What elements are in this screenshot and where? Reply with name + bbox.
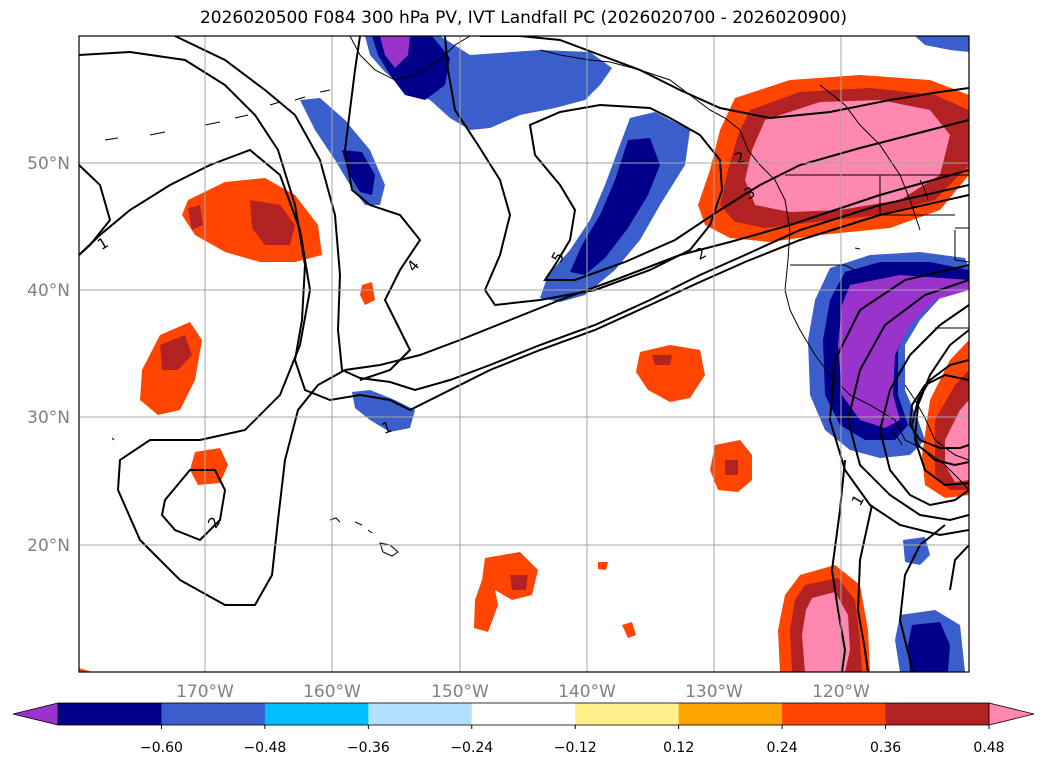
colorbar-block	[264, 703, 369, 725]
colorbar-block	[575, 703, 680, 725]
colorbar-block	[678, 703, 783, 725]
colorbar-tick-label: −0.12	[554, 740, 597, 756]
colorbar-block	[471, 703, 576, 725]
colorbar-tick-label: 0.36	[870, 740, 901, 756]
colorbar-tick-label: −0.36	[347, 740, 390, 756]
colorbar-tick-label: −0.24	[450, 740, 493, 756]
lat-tick-label: 20°N	[27, 536, 70, 556]
lat-tick-label: 40°N	[27, 281, 70, 301]
longitude-labels: 170°W 160°W 150°W 140°W 130°W 120°W	[176, 682, 870, 702]
gridlines	[79, 36, 969, 672]
map-frame	[78, 35, 970, 673]
lat-tick-label: 50°N	[27, 154, 70, 174]
colorbar-extend-low	[13, 703, 58, 725]
map-title: 2026020500 F084 300 hPa PV, IVT Landfall…	[199, 8, 847, 28]
colorbar-block	[885, 703, 990, 725]
ivt-contours	[79, 36, 969, 672]
lat-tick-label: 30°N	[27, 408, 70, 428]
colorbar-block	[161, 703, 266, 725]
colorbar-block	[58, 703, 162, 725]
colorbar: −0.60 −0.48 −0.36 −0.24 −0.12 0.12 0.24 0.36 0.4…	[12, 702, 1035, 756]
colorbar-block	[782, 703, 887, 725]
lon-tick-label: 170°W	[176, 682, 234, 702]
lon-tick-label: 160°W	[303, 682, 361, 702]
coastlines	[104, 36, 969, 557]
lon-tick-label: 120°W	[812, 682, 870, 702]
colorbar-tick-label: 0.48	[973, 740, 1004, 756]
lon-tick-label: 140°W	[558, 682, 616, 702]
lon-tick-label: 150°W	[431, 682, 489, 702]
latitude-labels: 50°N 40°N 30°N 20°N	[27, 154, 70, 556]
colorbar-tick-label: −0.48	[243, 740, 286, 756]
negative-anomaly-shading	[300, 36, 969, 672]
colorbar-tick-label: 0.12	[663, 740, 694, 756]
colorbar-tick-label: −0.60	[140, 740, 183, 756]
lon-tick-label: 130°W	[685, 682, 743, 702]
colorbar-extend-high	[989, 703, 1034, 725]
colorbar-tick-label: 0.24	[767, 740, 798, 756]
colorbar-block	[368, 703, 473, 725]
